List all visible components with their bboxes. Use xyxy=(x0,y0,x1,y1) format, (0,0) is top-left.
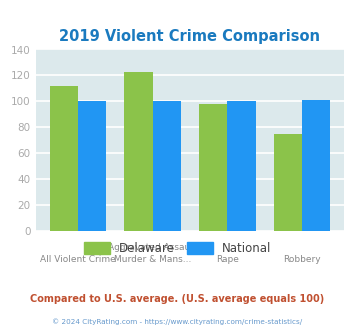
Bar xyxy=(78,101,106,231)
Bar xyxy=(50,86,78,231)
Text: All Violent Crime: All Violent Crime xyxy=(40,255,116,264)
Bar xyxy=(199,104,227,231)
Text: © 2024 CityRating.com - https://www.cityrating.com/crime-statistics/: © 2024 CityRating.com - https://www.city… xyxy=(53,318,302,325)
Text: Murder & Mans...: Murder & Mans... xyxy=(114,255,191,264)
Bar xyxy=(124,72,153,231)
Text: Aggravated Assault: Aggravated Assault xyxy=(108,243,197,252)
Bar xyxy=(274,134,302,231)
Bar xyxy=(153,101,181,231)
Text: Rape: Rape xyxy=(216,255,239,264)
Title: 2019 Violent Crime Comparison: 2019 Violent Crime Comparison xyxy=(59,29,321,44)
Text: Robbery: Robbery xyxy=(283,255,321,264)
Text: Compared to U.S. average. (U.S. average equals 100): Compared to U.S. average. (U.S. average … xyxy=(31,294,324,304)
Legend: Delaware, National: Delaware, National xyxy=(79,237,276,260)
Bar xyxy=(227,101,256,231)
Bar xyxy=(302,100,330,231)
